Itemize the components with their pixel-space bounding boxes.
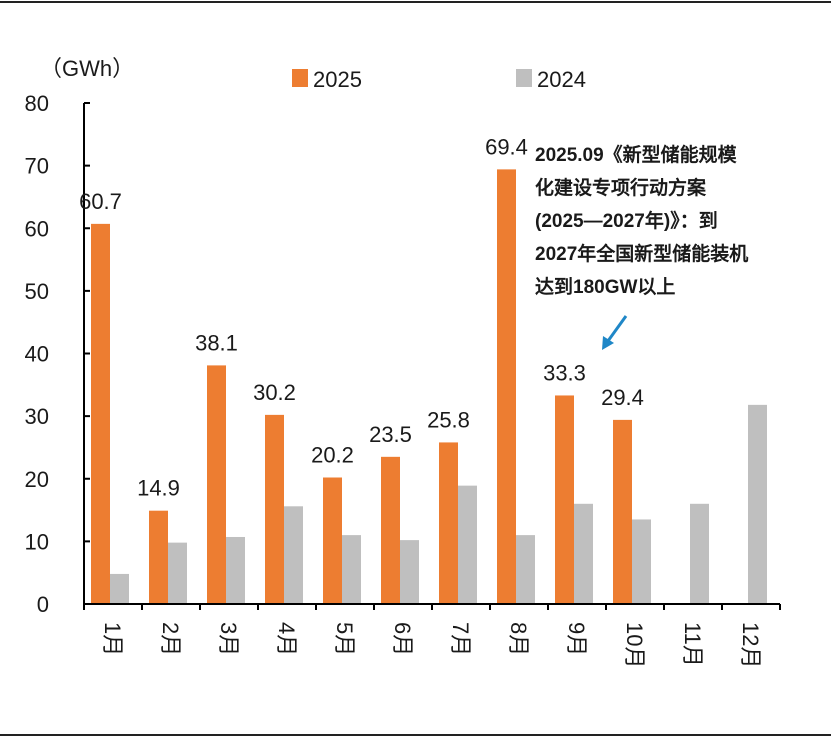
- y-tick-label: 0: [37, 592, 49, 617]
- legend: 2025 2024: [292, 67, 586, 92]
- annotation-line-1: 2025.09《新型储能规模: [535, 143, 738, 166]
- x-tick-label: 11月: [680, 622, 705, 667]
- bar-2024: [632, 519, 651, 604]
- bar-2025: [91, 223, 110, 604]
- bar-2025: [555, 395, 574, 604]
- bar-2025: [265, 414, 284, 604]
- policy-annotation: 2025.09《新型储能规模 化建设专项行动方案 (2025—2027年)》：到…: [535, 143, 748, 350]
- x-tick-label: 12月: [738, 622, 763, 668]
- x-tick-label: 8月: [506, 622, 531, 656]
- bar-2024: [574, 503, 593, 604]
- bar-2025: [149, 510, 168, 604]
- x-axis: 1月 2月 3月 4月 5月 6月 7月 8月 9月 10月 11月 12月: [83, 603, 781, 668]
- annotation-arrow: [606, 315, 628, 342]
- annotation-arrow-head: [602, 336, 614, 350]
- annotation-line-2: 化建设专项行动方案: [535, 176, 707, 199]
- data-label-2025: 25.8: [427, 407, 470, 432]
- y-tick-label: 60: [25, 216, 49, 241]
- y-tick-label: 10: [25, 529, 49, 554]
- bar-2025: [613, 419, 632, 604]
- x-tick-label: 7月: [448, 622, 473, 656]
- y-tick-label: 40: [25, 342, 49, 367]
- x-tick-label: 5月: [332, 622, 357, 656]
- y-axis: 0 10 20 30 40 50 60 70 80: [25, 91, 90, 617]
- data-label-2025: 20.2: [311, 442, 354, 467]
- data-label-2025: 60.7: [79, 189, 122, 214]
- legend-swatch-2024: [516, 69, 532, 87]
- annotation-line-5: 达到180GW以上: [535, 275, 675, 298]
- x-tick-label: 6月: [390, 622, 415, 656]
- data-label-2025: 29.4: [601, 385, 644, 410]
- x-tick-label: 10月: [622, 622, 647, 668]
- data-label-2025: 30.2: [253, 380, 296, 405]
- bar-2024: [284, 506, 303, 604]
- x-tick-label: 3月: [216, 622, 241, 656]
- annotation-line-3: (2025—2027年)》：到: [535, 209, 718, 232]
- y-tick-label: 70: [25, 154, 49, 179]
- data-label-2025: 14.9: [137, 476, 180, 501]
- legend-label-2025: 2025: [313, 67, 362, 92]
- legend-label-2024: 2024: [537, 67, 586, 92]
- y-axis-unit-label: （GWh）: [40, 56, 134, 81]
- data-label-2025: 38.1: [195, 330, 238, 355]
- y-tick-label: 20: [25, 467, 49, 492]
- y-tick-label: 80: [25, 91, 49, 116]
- bar-2024: [748, 404, 767, 604]
- bar-2024: [168, 542, 187, 604]
- bar-2024: [690, 503, 709, 604]
- x-tick-label: 2月: [158, 622, 183, 656]
- x-tick-label: 1月: [100, 622, 125, 656]
- bar-2024: [400, 540, 419, 604]
- x-tick-label: 4月: [274, 622, 299, 656]
- annotation-line-4: 2027年全国新型储能装机: [535, 242, 748, 265]
- data-label-2025: 69.4: [485, 134, 528, 159]
- y-tick-label: 50: [25, 279, 49, 304]
- bar-2024: [226, 536, 245, 604]
- bar-2024: [458, 485, 477, 604]
- bar-2024: [516, 535, 535, 604]
- bar-2025: [207, 365, 226, 604]
- data-labels: 60.7 14.9 38.1 30.2 20.2 23.5 25.8 69.4 33.3 29.4: [79, 134, 644, 500]
- legend-swatch-2025: [292, 69, 308, 87]
- bar-2025: [381, 456, 400, 604]
- bar-2025: [439, 442, 458, 604]
- bar-2024: [342, 535, 361, 604]
- data-label-2025: 33.3: [543, 360, 586, 385]
- bar-2025: [323, 477, 342, 604]
- bar-2024: [110, 573, 129, 604]
- x-tick-label: 9月: [564, 622, 589, 656]
- y-tick-label: 30: [25, 404, 49, 429]
- bars: [91, 169, 767, 604]
- bar-2025: [497, 169, 516, 604]
- data-label-2025: 23.5: [369, 422, 412, 447]
